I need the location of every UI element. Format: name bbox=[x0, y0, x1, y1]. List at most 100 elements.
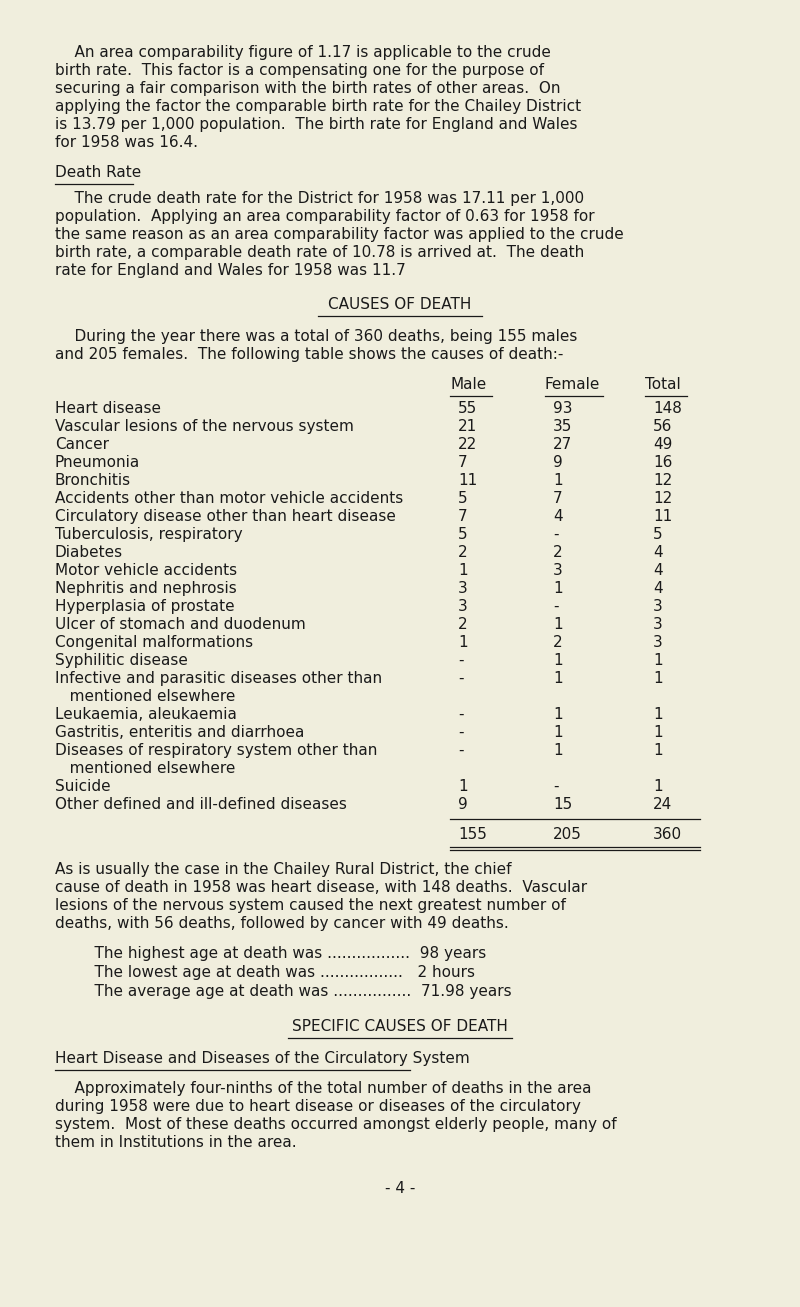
Text: 7: 7 bbox=[458, 455, 468, 471]
Text: 3: 3 bbox=[458, 599, 468, 614]
Text: 5: 5 bbox=[458, 527, 468, 542]
Text: -: - bbox=[553, 599, 558, 614]
Text: 1: 1 bbox=[553, 654, 562, 668]
Text: Pneumonia: Pneumonia bbox=[55, 455, 140, 471]
Text: 27: 27 bbox=[553, 437, 572, 452]
Text: Male: Male bbox=[450, 376, 486, 392]
Text: 2: 2 bbox=[458, 545, 468, 559]
Text: 1: 1 bbox=[553, 617, 562, 633]
Text: 2: 2 bbox=[553, 635, 562, 650]
Text: 12: 12 bbox=[653, 491, 672, 506]
Text: is 13.79 per 1,000 population.  The birth rate for England and Wales: is 13.79 per 1,000 population. The birth… bbox=[55, 118, 578, 132]
Text: Leukaemia, aleukaemia: Leukaemia, aleukaemia bbox=[55, 707, 237, 721]
Text: 15: 15 bbox=[553, 797, 572, 812]
Text: 24: 24 bbox=[653, 797, 672, 812]
Text: Other defined and ill-defined diseases: Other defined and ill-defined diseases bbox=[55, 797, 347, 812]
Text: Heart disease: Heart disease bbox=[55, 401, 161, 416]
Text: -: - bbox=[458, 670, 463, 686]
Text: mentioned elsewhere: mentioned elsewhere bbox=[55, 761, 235, 776]
Text: deaths, with 56 deaths, followed by cancer with 49 deaths.: deaths, with 56 deaths, followed by canc… bbox=[55, 916, 509, 931]
Text: 11: 11 bbox=[458, 473, 478, 488]
Text: The average age at death was ................  71.98 years: The average age at death was ...........… bbox=[75, 984, 512, 999]
Text: population.  Applying an area comparability factor of 0.63 for 1958 for: population. Applying an area comparabili… bbox=[55, 209, 594, 223]
Text: 7: 7 bbox=[458, 508, 468, 524]
Text: -: - bbox=[458, 707, 463, 721]
Text: for 1958 was 16.4.: for 1958 was 16.4. bbox=[55, 135, 198, 150]
Text: 56: 56 bbox=[653, 420, 672, 434]
Text: Diseases of respiratory system other than: Diseases of respiratory system other tha… bbox=[55, 742, 378, 758]
Text: CAUSES OF DEATH: CAUSES OF DEATH bbox=[328, 297, 472, 312]
Text: and 205 females.  The following table shows the causes of death:-: and 205 females. The following table sho… bbox=[55, 346, 563, 362]
Text: -: - bbox=[458, 742, 463, 758]
Text: -: - bbox=[458, 654, 463, 668]
Text: The highest age at death was .................  98 years: The highest age at death was ...........… bbox=[75, 946, 486, 961]
Text: Cancer: Cancer bbox=[55, 437, 109, 452]
Text: 9: 9 bbox=[458, 797, 468, 812]
Text: 4: 4 bbox=[553, 508, 562, 524]
Text: Female: Female bbox=[545, 376, 600, 392]
Text: during 1958 were due to heart disease or diseases of the circulatory: during 1958 were due to heart disease or… bbox=[55, 1099, 581, 1114]
Text: lesions of the nervous system caused the next greatest number of: lesions of the nervous system caused the… bbox=[55, 898, 566, 914]
Text: birth rate.  This factor is a compensating one for the purpose of: birth rate. This factor is a compensatin… bbox=[55, 63, 544, 78]
Text: 55: 55 bbox=[458, 401, 478, 416]
Text: 360: 360 bbox=[653, 827, 682, 842]
Text: 9: 9 bbox=[553, 455, 562, 471]
Text: 49: 49 bbox=[653, 437, 672, 452]
Text: The crude death rate for the District for 1958 was 17.11 per 1,000: The crude death rate for the District fo… bbox=[55, 191, 584, 207]
Text: Death Rate: Death Rate bbox=[55, 165, 142, 180]
Text: 4: 4 bbox=[653, 582, 662, 596]
Text: Approximately four-ninths of the total number of deaths in the area: Approximately four-ninths of the total n… bbox=[55, 1081, 591, 1097]
Text: 3: 3 bbox=[553, 563, 562, 578]
Text: 1: 1 bbox=[553, 707, 562, 721]
Text: 1: 1 bbox=[653, 707, 662, 721]
Text: 3: 3 bbox=[653, 599, 662, 614]
Text: -: - bbox=[553, 779, 558, 793]
Text: Suicide: Suicide bbox=[55, 779, 110, 793]
Text: 1: 1 bbox=[553, 670, 562, 686]
Text: 1: 1 bbox=[553, 725, 562, 740]
Text: 205: 205 bbox=[553, 827, 582, 842]
Text: - 4 -: - 4 - bbox=[385, 1182, 415, 1196]
Text: Heart Disease and Diseases of the Circulatory System: Heart Disease and Diseases of the Circul… bbox=[55, 1051, 470, 1067]
Text: 148: 148 bbox=[653, 401, 682, 416]
Text: Motor vehicle accidents: Motor vehicle accidents bbox=[55, 563, 237, 578]
Text: 1: 1 bbox=[553, 742, 562, 758]
Text: 1: 1 bbox=[458, 635, 468, 650]
Text: 2: 2 bbox=[553, 545, 562, 559]
Text: Congenital malformations: Congenital malformations bbox=[55, 635, 253, 650]
Text: mentioned elsewhere: mentioned elsewhere bbox=[55, 689, 235, 704]
Text: 3: 3 bbox=[458, 582, 468, 596]
Text: Vascular lesions of the nervous system: Vascular lesions of the nervous system bbox=[55, 420, 354, 434]
Text: -: - bbox=[553, 527, 558, 542]
Text: 5: 5 bbox=[458, 491, 468, 506]
Text: birth rate, a comparable death rate of 10.78 is arrived at.  The death: birth rate, a comparable death rate of 1… bbox=[55, 244, 584, 260]
Text: Hyperplasia of prostate: Hyperplasia of prostate bbox=[55, 599, 234, 614]
Text: applying the factor the comparable birth rate for the Chailey District: applying the factor the comparable birth… bbox=[55, 99, 581, 114]
Text: 35: 35 bbox=[553, 420, 572, 434]
Text: -: - bbox=[458, 725, 463, 740]
Text: Diabetes: Diabetes bbox=[55, 545, 123, 559]
Text: 155: 155 bbox=[458, 827, 487, 842]
Text: 93: 93 bbox=[553, 401, 573, 416]
Text: The lowest age at death was .................   2 hours: The lowest age at death was ............… bbox=[75, 965, 475, 980]
Text: Infective and parasitic diseases other than: Infective and parasitic diseases other t… bbox=[55, 670, 382, 686]
Text: rate for England and Wales for 1958 was 11.7: rate for England and Wales for 1958 was … bbox=[55, 263, 406, 278]
Text: 1: 1 bbox=[653, 779, 662, 793]
Text: An area comparability figure of 1.17 is applicable to the crude: An area comparability figure of 1.17 is … bbox=[55, 44, 551, 60]
Text: 5: 5 bbox=[653, 527, 662, 542]
Text: 1: 1 bbox=[458, 563, 468, 578]
Text: them in Institutions in the area.: them in Institutions in the area. bbox=[55, 1134, 297, 1150]
Text: 1: 1 bbox=[653, 742, 662, 758]
Text: Gastritis, enteritis and diarrhoea: Gastritis, enteritis and diarrhoea bbox=[55, 725, 304, 740]
Text: Bronchitis: Bronchitis bbox=[55, 473, 131, 488]
Text: 1: 1 bbox=[653, 725, 662, 740]
Text: 3: 3 bbox=[653, 617, 662, 633]
Text: Ulcer of stomach and duodenum: Ulcer of stomach and duodenum bbox=[55, 617, 306, 633]
Text: 16: 16 bbox=[653, 455, 672, 471]
Text: Circulatory disease other than heart disease: Circulatory disease other than heart dis… bbox=[55, 508, 396, 524]
Text: 4: 4 bbox=[653, 563, 662, 578]
Text: 21: 21 bbox=[458, 420, 478, 434]
Text: 1: 1 bbox=[458, 779, 468, 793]
Text: 7: 7 bbox=[553, 491, 562, 506]
Text: Tuberculosis, respiratory: Tuberculosis, respiratory bbox=[55, 527, 242, 542]
